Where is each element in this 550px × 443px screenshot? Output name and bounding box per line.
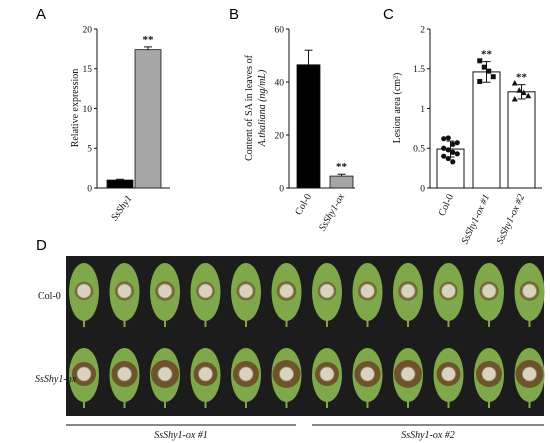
- c-point: [525, 92, 532, 99]
- chart-c-lesion-area: 0 0.5 1 1.5 2 Col-0 ** SsShy1-ox #1 ** SsShy1-ox …: [392, 25, 542, 246]
- c-point: [486, 68, 492, 74]
- c-point: [454, 151, 460, 157]
- agar-plug: [279, 366, 294, 382]
- leaf-grid: [69, 263, 545, 408]
- group-label-2: SsShy1-ox #2: [401, 430, 455, 441]
- c-bar: [472, 71, 501, 189]
- agar-plug: [522, 283, 537, 299]
- b-significance: **: [336, 161, 348, 173]
- agar-plug: [400, 283, 416, 299]
- agar-plug: [522, 366, 537, 382]
- c-point: [511, 80, 518, 86]
- a-y-tick-label: 0: [87, 184, 92, 194]
- chart-b-sa-content: 0 20 40 60 Col-0 ** SsShy1-ox Content of SA in …: [244, 25, 355, 233]
- c-y-tick-label: 0.5: [413, 145, 425, 155]
- a-x-tick-label: SsShy1: [109, 193, 134, 223]
- c-significance: **: [481, 49, 493, 61]
- leaf-photo-panel: [66, 256, 545, 416]
- b-y-axis-title-line2: A.thaliana (ng/mL): [257, 69, 268, 147]
- agar-plug: [157, 283, 173, 299]
- c-point: [450, 159, 456, 165]
- a-bar: [106, 179, 134, 189]
- b-y-axis-title-line1: Content of SA in leaves of: [244, 54, 255, 160]
- a-significance: **: [143, 34, 155, 46]
- agar-plug: [400, 366, 416, 382]
- c-point: [441, 153, 447, 159]
- a-y-tick-label: 10: [83, 105, 93, 115]
- c-x-tick-label: Col-0: [437, 193, 457, 218]
- b-y-tick-label: 40: [275, 78, 285, 88]
- c-point: [511, 95, 518, 102]
- c-point: [516, 87, 523, 93]
- b-bar: [329, 175, 354, 189]
- c-point: [445, 135, 451, 141]
- c-point: [441, 145, 447, 151]
- agar-plug: [319, 283, 335, 299]
- a-y-tick-label: 5: [87, 145, 92, 155]
- agar-plug: [360, 283, 375, 299]
- panel-label-c: C: [383, 6, 394, 23]
- c-y-tick-label: 1.5: [413, 65, 425, 75]
- panel-label-d: D: [36, 237, 47, 254]
- c-y-tick-label: 2: [420, 25, 425, 35]
- agar-plug: [117, 366, 132, 382]
- agar-plug: [198, 283, 213, 299]
- c-bar: [507, 91, 536, 189]
- b-bar: [296, 64, 321, 189]
- b-y-tick-label: 60: [275, 25, 285, 35]
- c-point: [450, 149, 456, 155]
- c-y-tick-label: 0: [420, 184, 425, 194]
- panel-label-a: A: [36, 6, 46, 23]
- a-bar: [134, 49, 162, 189]
- agar-plug: [157, 366, 173, 382]
- a-y-tick-label: 20: [83, 25, 93, 35]
- b-y-tick-label: 0: [279, 184, 284, 194]
- c-point: [441, 136, 447, 142]
- agar-plug: [198, 366, 213, 382]
- c-significance: **: [516, 72, 528, 84]
- b-x-tick-label: SsShy1-ox: [317, 192, 347, 234]
- row-label-ox: SsShy1-ox: [35, 374, 77, 385]
- group-label-1: SsShy1-ox #1: [154, 430, 208, 441]
- agar-plug: [441, 283, 456, 299]
- b-x-tick-label: Col-0: [293, 192, 314, 217]
- c-point: [445, 155, 451, 162]
- agar-plug: [238, 366, 254, 382]
- row-label-col0: Col-0: [38, 291, 61, 302]
- agar-plug: [441, 366, 456, 382]
- c-point: [477, 78, 483, 84]
- agar-plug: [360, 366, 375, 382]
- c-point: [490, 74, 496, 80]
- agar-plug: [117, 283, 132, 299]
- c-point: [450, 141, 456, 147]
- agar-plug: [76, 366, 92, 382]
- agar-plug: [76, 283, 92, 299]
- agar-plug: [279, 283, 294, 299]
- c-point: [520, 89, 527, 96]
- c-point: [445, 147, 451, 153]
- agar-plug: [238, 283, 254, 299]
- panel-label-b: B: [229, 6, 239, 23]
- b-y-tick-label: 20: [275, 131, 285, 141]
- a-y-axis-title: Relative expression: [70, 69, 81, 148]
- c-x-tick-label: SsShy1-ox #2: [495, 193, 528, 246]
- chart-a-relative-expression: 0 5 10 15 20 ** SsShy1 Relative expression: [70, 25, 170, 223]
- a-y-tick-label: 15: [83, 65, 93, 75]
- agar-plug: [481, 366, 497, 382]
- agar-plug: [319, 366, 335, 382]
- c-x-tick-label: SsShy1-ox #1: [460, 193, 493, 246]
- c-y-tick-label: 1: [420, 105, 425, 115]
- photo-background: [66, 256, 544, 416]
- agar-plug: [481, 283, 497, 299]
- c-y-axis-title: Lesion area (cm²): [392, 73, 403, 144]
- c-point: [454, 140, 460, 146]
- c-point: [481, 64, 487, 70]
- c-point: [477, 58, 483, 64]
